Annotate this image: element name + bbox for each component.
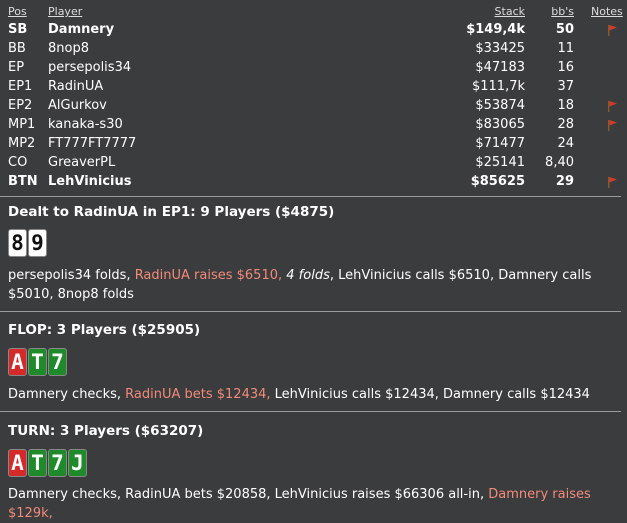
player-bbs: 11 [557,41,574,56]
players-table: Pos Player Stack bb's Notes SB Damnery $14… [0,4,627,191]
playing-card: T [28,449,47,477]
player-pos: MP2 [8,136,36,151]
player-stack: $53874 [475,98,525,113]
action-text: LehVinicius calls $12434, Damnery calls … [270,387,590,402]
player-stack: $47183 [475,60,525,75]
player-bbs: 50 [555,22,574,37]
player-row: CO GreaverPL $25141 8,40 [0,153,627,172]
player-row: MP2 FT777FT7777 $71477 24 [0,134,627,153]
card-rank: 7 [51,350,64,374]
players-header: Pos Player Stack bb's Notes [0,4,627,20]
player-row: EP2 AlGurkov $53874 18 [0,96,627,115]
playing-card: 7 [48,348,67,376]
note-flag-icon[interactable] [605,175,619,189]
player-pos: BTN [8,174,38,189]
player-pos: CO [8,155,28,170]
note-flag-icon[interactable] [605,118,619,132]
action-text: Damnery checks, [8,387,126,402]
player-name: GreaverPL [48,155,116,170]
player-name: kanaka-s30 [48,117,123,132]
header-pos[interactable]: Pos [8,5,27,18]
player-stack: $111,7k [471,79,525,94]
player-name: RadinUA [48,79,104,94]
header-stack[interactable]: Stack [494,5,525,18]
action-text: , LehVinicius calls $6510, Damnery calls… [8,268,592,302]
header-bbs[interactable]: bb's [551,5,574,18]
player-stack: $33425 [475,41,525,56]
divider [0,311,621,312]
player-name: persepolis34 [48,60,132,75]
player-pos: EP1 [8,79,33,94]
card-rank: T [31,350,44,374]
player-row: BTN LehVinicius $85625 29 [0,172,627,191]
player-bbs: 8,40 [545,155,574,170]
playing-card: 7 [48,449,67,477]
note-flag-icon[interactable] [605,99,619,113]
card-rank: 7 [51,451,64,475]
card-rank: A [11,350,24,374]
player-pos: EP2 [8,98,33,113]
player-bbs: 16 [557,60,574,75]
player-bbs: 29 [555,174,574,189]
turn-title: TURN: 3 Players ($63207) [8,423,204,439]
card-rank: A [11,451,24,475]
player-row: BB 8nop8 $33425 11 [0,39,627,58]
header-notes[interactable]: Notes [591,5,623,18]
player-name: LehVinicius [48,174,132,189]
preflop-title: Dealt to RadinUA in EP1: 9 Players ($487… [8,204,335,220]
player-pos: SB [8,22,28,37]
playing-card: 8 [8,229,27,257]
preflop-actions: persepolis34 folds, RadinUA raises $6510… [8,266,613,304]
player-bbs: 18 [557,98,574,113]
player-row: EP persepolis34 $47183 16 [0,58,627,77]
header-player[interactable]: Player [48,5,83,18]
divider [0,196,621,197]
flop-title: FLOP: 3 Players ($25905) [8,322,201,338]
playing-card: A [8,449,27,477]
player-stack: $71477 [475,136,525,151]
player-name: FT777FT7777 [48,136,137,151]
card-rank: 9 [31,231,44,255]
player-stack: $149,4k [466,22,525,37]
player-row: EP1 RadinUA $111,7k 37 [0,77,627,96]
player-bbs: 24 [557,136,574,151]
note-flag-icon[interactable] [605,23,619,37]
hero-action: RadinUA bets $12434, [125,387,271,402]
player-stack: $85625 [470,174,525,189]
player-pos: MP1 [8,117,36,132]
card-rank: T [31,451,44,475]
action-text: persepolis34 folds, [8,268,135,283]
player-bbs: 37 [557,79,574,94]
card-rank: J [71,451,84,475]
flop-actions: Damnery checks, RadinUA bets $12434, Leh… [8,385,613,404]
playing-card: J [68,449,87,477]
hero-action: RadinUA raises $6510, [134,268,283,283]
card-rank: 8 [11,231,24,255]
playing-card: 9 [28,229,47,257]
action-text: Damnery checks, RadinUA bets $20858, Leh… [8,487,489,502]
player-bbs: 28 [557,117,574,132]
player-stack: $25141 [475,155,525,170]
playing-card: A [8,348,27,376]
turn-actions: Damnery checks, RadinUA bets $20858, Leh… [8,485,613,523]
player-stack: $83065 [475,117,525,132]
divider [0,411,621,412]
player-name: AlGurkov [48,98,107,113]
player-row: SB Damnery $149,4k 50 [0,20,627,39]
playing-card: T [28,348,47,376]
player-pos: BB [8,41,26,56]
player-name: 8nop8 [48,41,89,56]
player-row: MP1 kanaka-s30 $83065 28 [0,115,627,134]
player-pos: EP [8,60,25,75]
player-name: Damnery [48,22,115,37]
folds-summary: 4 folds [286,268,330,283]
